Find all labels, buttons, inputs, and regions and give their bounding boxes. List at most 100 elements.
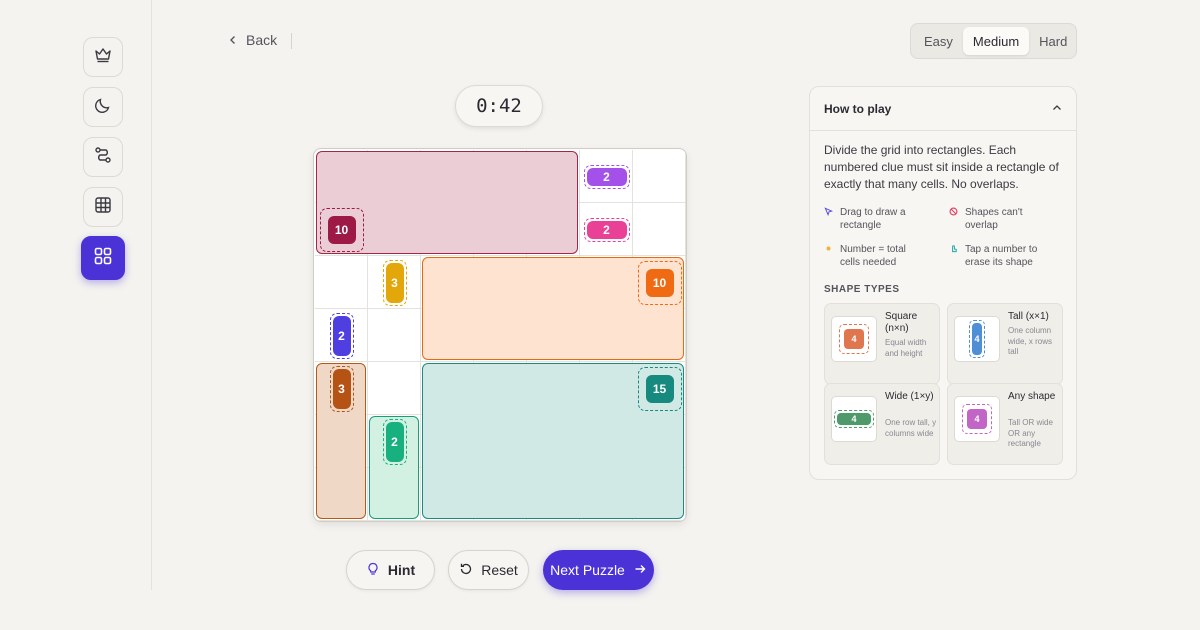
placed-rectangle[interactable] <box>316 151 578 254</box>
tip-drag: Drag to draw a rectangle <box>824 206 920 232</box>
sidebar <box>0 0 152 590</box>
clue-outline <box>382 259 407 306</box>
shape-desc: One row tall, y columns wide <box>885 418 937 438</box>
tip-no-overlap: Shapes can't overlap <box>949 206 1045 232</box>
moon-icon <box>93 95 113 120</box>
board-cell[interactable] <box>580 150 633 203</box>
clue-outline <box>329 312 354 359</box>
how-to-play-header[interactable]: How to play <box>810 87 1076 131</box>
shape-card-tall: 4 Tall (x×1) One column wide, x rows tal… <box>947 303 1063 385</box>
placed-rectangle[interactable] <box>422 363 684 519</box>
route-icon <box>93 145 113 170</box>
clue-number[interactable]: 2 <box>315 309 368 362</box>
clue-number[interactable]: 3 <box>368 256 421 309</box>
clue-outline <box>583 217 630 242</box>
difficulty-hard[interactable]: Hard <box>1039 33 1068 49</box>
cursor-icon <box>824 206 834 232</box>
crown-icon <box>93 45 113 70</box>
difficulty-medium[interactable]: Medium <box>962 27 1030 55</box>
next-puzzle-button[interactable]: Next Puzzle <box>543 550 654 590</box>
reset-button[interactable]: Reset <box>448 550 529 590</box>
board-cell[interactable] <box>315 256 368 309</box>
placed-rectangle[interactable] <box>316 363 366 519</box>
shape-desc: One column wide, x rows tall <box>1008 326 1053 356</box>
no-overlap-icon <box>949 206 959 232</box>
clue-outline <box>329 365 354 412</box>
clue-outline <box>637 366 682 411</box>
clue-chip: 15 <box>645 374 674 403</box>
clue-number[interactable]: 3 <box>315 362 368 415</box>
clue-number[interactable]: 2 <box>580 203 633 256</box>
clue-chip: 2 <box>385 421 404 462</box>
shape-chip: 4 <box>967 409 987 429</box>
board-cell[interactable] <box>368 256 421 309</box>
shape-types-title: SHAPE TYPES <box>824 284 900 295</box>
apps-icon <box>93 246 113 271</box>
chevron-left-icon <box>228 32 238 48</box>
clue-chip: 3 <box>332 368 351 409</box>
tip-tap: Tap a number to erase its shape <box>949 243 1045 269</box>
board-cell[interactable] <box>315 309 368 362</box>
tip-text: Shapes can't overlap <box>965 207 1023 231</box>
reset-icon <box>459 562 473 579</box>
shape-name: Tall (x×1) <box>1008 311 1049 322</box>
board-cell[interactable] <box>368 362 421 415</box>
shape-desc: Tall OR wide OR any rectangle <box>1008 418 1053 448</box>
shape-name: Any shape <box>1008 391 1056 402</box>
shape-thumbnail: 4 <box>954 316 1000 362</box>
hint-label: Hint <box>387 562 416 578</box>
dark-mode-button[interactable] <box>83 87 123 127</box>
grid-button[interactable] <box>83 187 123 227</box>
difficulty-easy[interactable]: Easy <box>924 33 953 49</box>
timer: 0:42 <box>455 85 543 127</box>
hint-button[interactable]: Hint <box>346 550 435 590</box>
clue-number[interactable]: 2 <box>368 415 421 468</box>
shape-card-wide: 4 Wide (1×y) One row tall, y columns wid… <box>824 383 940 465</box>
tip-text: Drag to draw a rectangle <box>840 207 906 231</box>
shape-card-square: 4 Square (n×n) Equal width and height <box>824 303 940 385</box>
board-cell[interactable] <box>580 203 633 256</box>
tap-icon <box>949 243 959 269</box>
clue-outline <box>382 418 407 465</box>
panel-description: Divide the grid into rectangles. Each nu… <box>824 143 1059 191</box>
clue-number[interactable]: 2 <box>580 150 633 203</box>
shape-chip: 4 <box>972 323 982 355</box>
board-cell[interactable] <box>633 150 686 203</box>
arrow-right-icon <box>633 562 647 579</box>
tip-text: Tap a number to erase its shape <box>965 244 1038 268</box>
board-cell[interactable] <box>633 468 686 521</box>
clue-number[interactable]: 10 <box>315 203 368 256</box>
crown-button[interactable] <box>83 37 123 77</box>
board-cell[interactable] <box>315 468 368 521</box>
panel-title: How to play <box>824 101 892 116</box>
placed-rectangle[interactable] <box>422 257 684 360</box>
board-cell[interactable] <box>368 468 421 521</box>
board-cell[interactable] <box>633 309 686 362</box>
clue-chip: 2 <box>332 315 351 356</box>
shape-chip: 4 <box>844 329 864 349</box>
shape-thumbnail: 4 <box>831 316 877 362</box>
dot-icon <box>824 243 834 269</box>
puzzle-board[interactable]: 2 10 2 3 10 2 3 15 2 <box>313 148 687 522</box>
clue-outline <box>583 164 630 189</box>
back-label: Back <box>246 32 278 48</box>
divider <box>291 33 292 49</box>
route-button[interactable] <box>83 137 123 177</box>
shape-thumbnail: 4 <box>831 396 877 442</box>
clue-outline <box>319 207 364 252</box>
board-cell[interactable] <box>368 309 421 362</box>
next-puzzle-label: Next Puzzle <box>550 562 625 578</box>
how-to-play-panel: How to play Divide the grid into rectang… <box>809 86 1077 480</box>
clue-chip: 2 <box>586 220 627 239</box>
reset-label: Reset <box>481 562 518 578</box>
chevron-up-icon[interactable] <box>1052 100 1062 118</box>
board-cell[interactable] <box>633 203 686 256</box>
apps-button[interactable] <box>81 236 125 280</box>
grid-icon <box>93 195 113 220</box>
clue-number[interactable]: 10 <box>633 256 686 309</box>
clue-number[interactable]: 15 <box>633 362 686 415</box>
board-cell[interactable] <box>527 203 580 256</box>
shape-desc: Equal width and height <box>885 338 927 358</box>
back-button[interactable]: Back <box>228 32 277 48</box>
clue-outline <box>637 260 682 305</box>
